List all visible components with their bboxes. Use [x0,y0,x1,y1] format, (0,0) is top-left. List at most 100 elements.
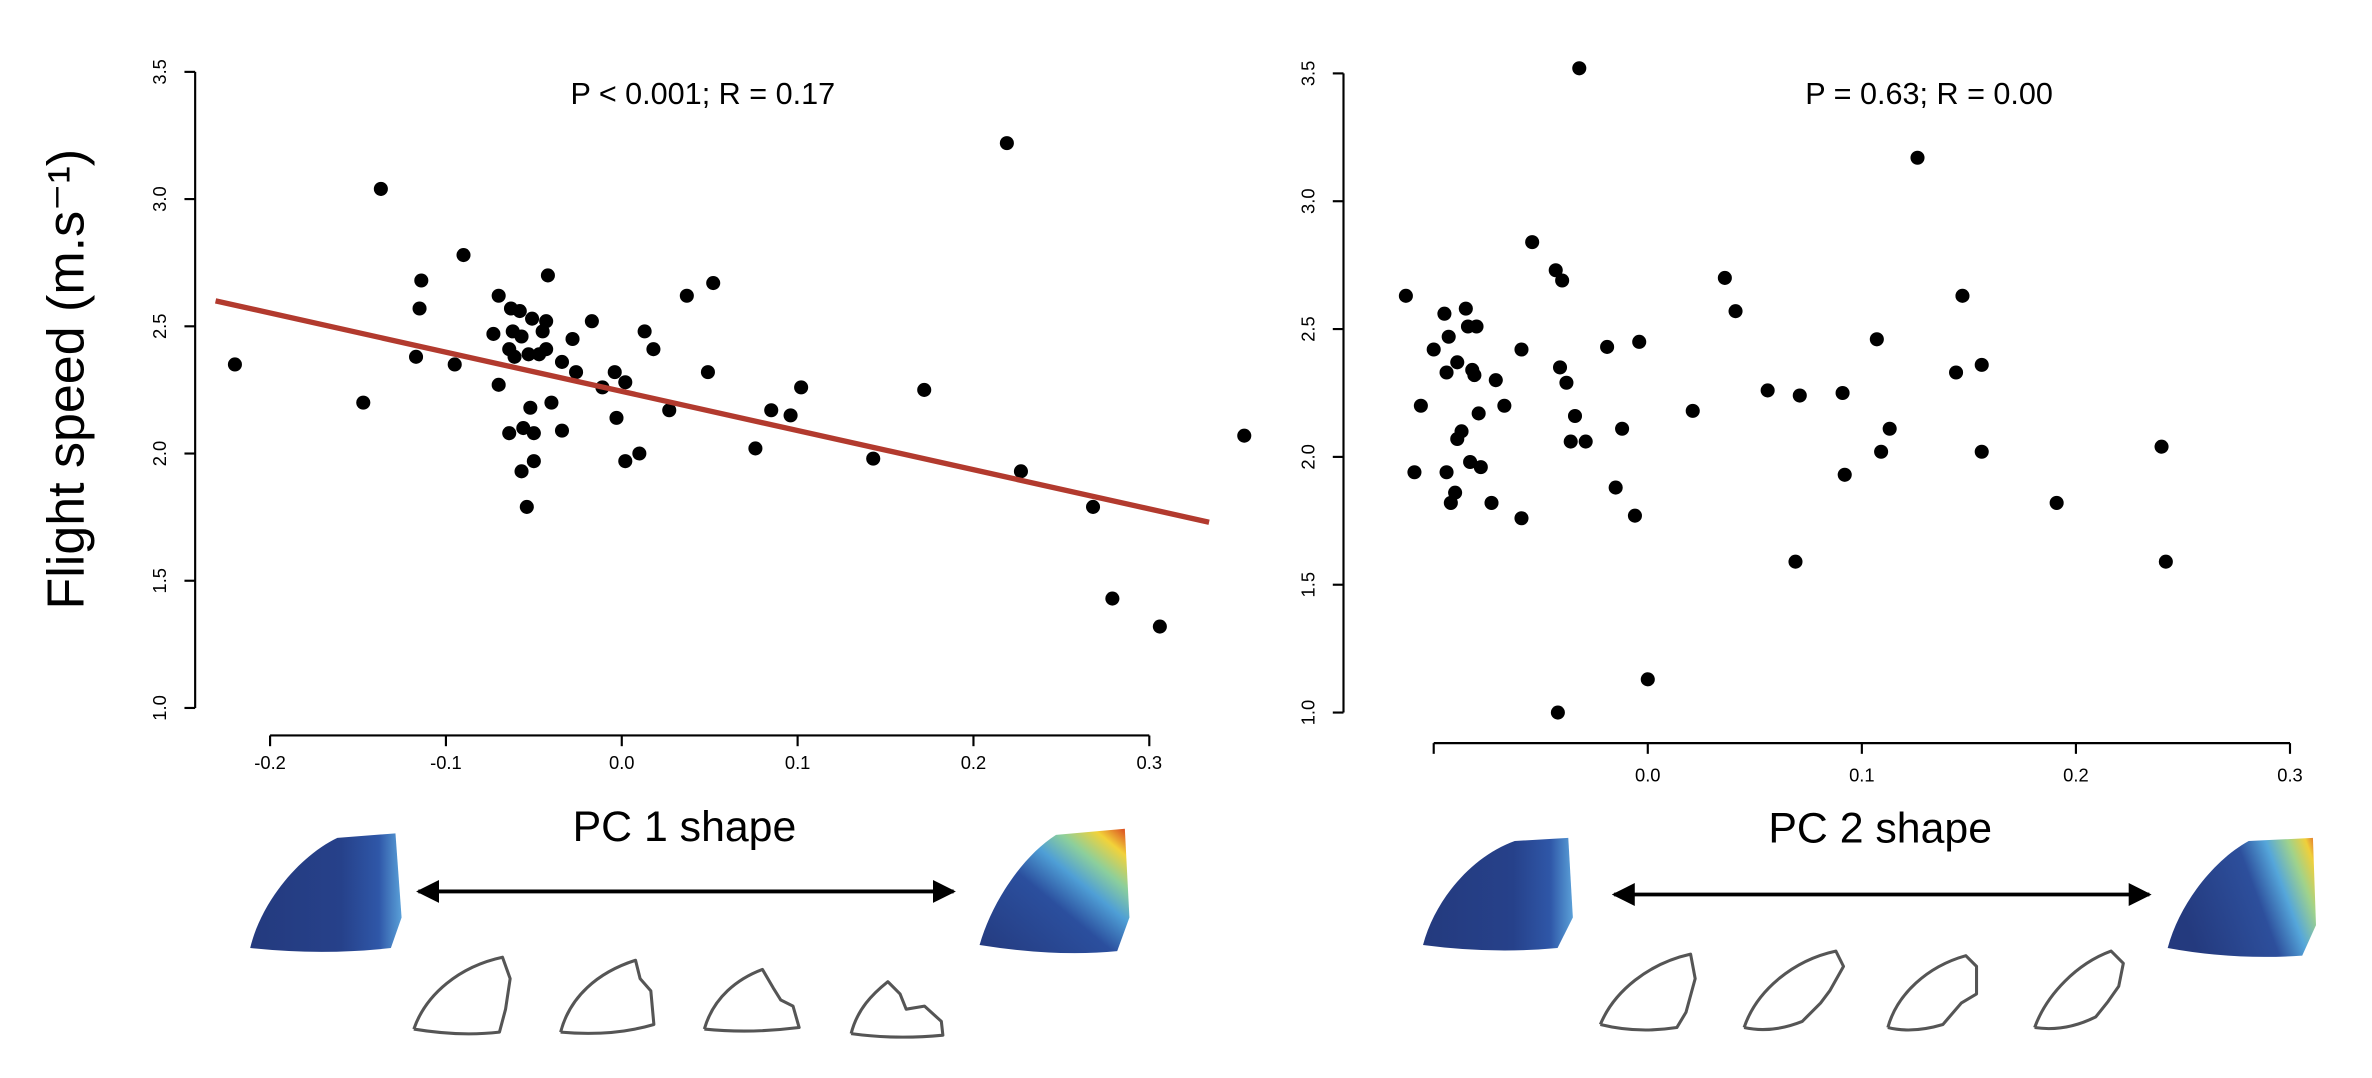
point [525,311,540,326]
point [565,331,580,347]
point [1454,424,1469,439]
y-tick-label: 3.5 [149,59,170,84]
wing-high [979,828,1130,954]
point [1600,339,1615,354]
point [794,380,809,395]
point [554,423,570,438]
point [1869,332,1884,347]
point [1728,304,1743,319]
point [618,375,633,390]
point [1514,342,1529,357]
point [512,304,527,319]
point [1559,375,1574,390]
x-tick-label: -0.1 [430,752,462,773]
fit-line [214,298,1210,525]
point [519,499,534,514]
point [1717,270,1732,285]
point [700,365,715,380]
point [609,410,624,425]
point [539,314,554,329]
y-tick-label: 1.0 [149,695,170,720]
point [1792,388,1807,403]
x-tick-label: 0.0 [609,752,634,773]
point [1632,334,1647,349]
point [1458,301,1473,316]
point [1640,672,1655,687]
point [1552,360,1568,375]
point [1837,467,1852,482]
point [1471,406,1486,421]
point [539,342,554,357]
point [1441,329,1456,344]
x-tick-label: 0.3 [2277,764,2302,785]
point [1974,357,1989,372]
illustrations [250,828,2316,1039]
point [1105,591,1120,606]
x-tick-label: 0.3 [1137,752,1162,773]
point [1974,444,1989,459]
x-axis-label: PC 1 shape [573,803,797,851]
outline [1742,949,1846,1032]
point [1085,499,1101,514]
point [412,301,427,316]
point [1413,398,1428,413]
point [526,426,541,441]
point [764,403,779,418]
y-tick-label: 3.5 [1297,61,1318,86]
outline [849,980,945,1039]
point [540,268,555,283]
point [507,349,522,364]
point [1467,368,1482,383]
point [1426,342,1441,357]
point [917,382,932,397]
point [554,354,570,369]
point [491,288,506,303]
point [1488,373,1503,388]
wing-low [250,833,402,952]
x-tick-label: 0.1 [785,752,810,773]
point [1550,705,1565,720]
wing-high [2167,837,2316,957]
point [1627,508,1642,523]
outline [702,967,801,1033]
point [1874,444,1889,459]
point [1439,465,1454,480]
point [999,136,1014,151]
point [502,426,517,441]
point [1237,428,1252,443]
annotation: P < 0.001; R = 0.17 [570,77,835,111]
point [679,288,694,303]
point [706,276,721,291]
point [1497,398,1512,413]
point [1567,408,1583,424]
point [516,421,531,436]
point [783,408,798,423]
y-tick-label: 1.5 [1297,572,1318,597]
point [408,349,424,364]
wing-low [1423,837,1573,951]
y-tick-label: 2.0 [1297,444,1318,469]
point [1407,465,1422,480]
y-tick-label: 2.0 [149,441,170,466]
point [514,464,529,479]
point [1555,273,1570,288]
point [227,357,242,372]
y-axis-label: Flight speed (m.s⁻¹) [38,149,96,610]
point [414,273,429,288]
point [521,347,536,362]
point [632,446,647,461]
point [447,357,462,372]
x-tick-label: 0.2 [2063,764,2088,785]
outline [1598,952,1697,1032]
point [1514,511,1529,526]
point [1013,464,1028,479]
point [1615,421,1630,436]
point [662,403,677,418]
point [514,329,529,344]
y-tick-label: 2.5 [1297,316,1318,341]
panel: 1.0 1.5 2.0 2.5 3.0 3.5 -0.2 -0.1 0.0 0.1 0.2 0.3 P … [38,59,1252,851]
point [1955,288,1970,303]
point [1949,365,1964,380]
